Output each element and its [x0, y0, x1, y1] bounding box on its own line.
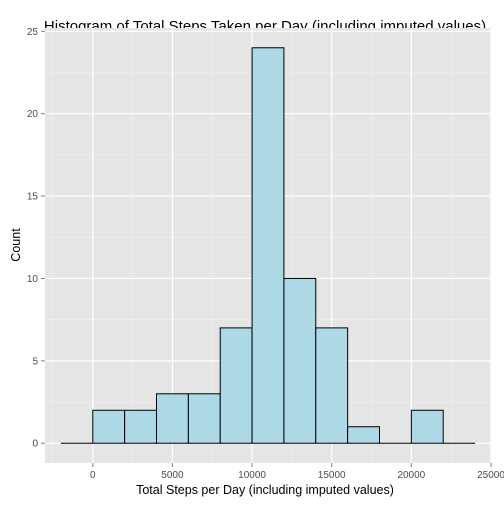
x-tick-label: 25000	[477, 470, 504, 481]
y-tick-label: 20	[27, 109, 39, 120]
histogram-bar	[251, 47, 285, 444]
y-tick-label: 25	[27, 27, 39, 38]
y-tick-label: 5	[32, 356, 38, 367]
histogram-bar	[187, 393, 221, 444]
histogram-bar	[283, 277, 317, 444]
histogram-bar	[410, 409, 444, 444]
histogram-bars	[60, 47, 476, 444]
y-axis-label: Count	[9, 228, 23, 262]
x-axis: 0 5000 10000 15000 20000 25000	[90, 463, 504, 481]
y-tick-label: 10	[27, 274, 39, 285]
histogram-bar	[219, 327, 253, 444]
x-tick-label: 15000	[318, 470, 346, 481]
y-tick-label: 0	[32, 439, 38, 450]
histogram-bar	[92, 409, 126, 444]
x-tick-label: 10000	[238, 470, 266, 481]
x-axis-label: Total Steps per Day (including imputed v…	[136, 483, 394, 497]
histogram-bar	[124, 409, 158, 444]
x-tick-label: 0	[90, 470, 96, 481]
histogram-bar	[315, 327, 349, 444]
histogram-bar	[347, 426, 380, 444]
histogram-bar	[156, 393, 189, 444]
x-tick-label: 20000	[397, 470, 425, 481]
y-axis: 0 5 10 15 20 25	[27, 27, 45, 450]
x-tick-label: 5000	[161, 470, 184, 481]
y-tick-label: 15	[27, 192, 39, 203]
